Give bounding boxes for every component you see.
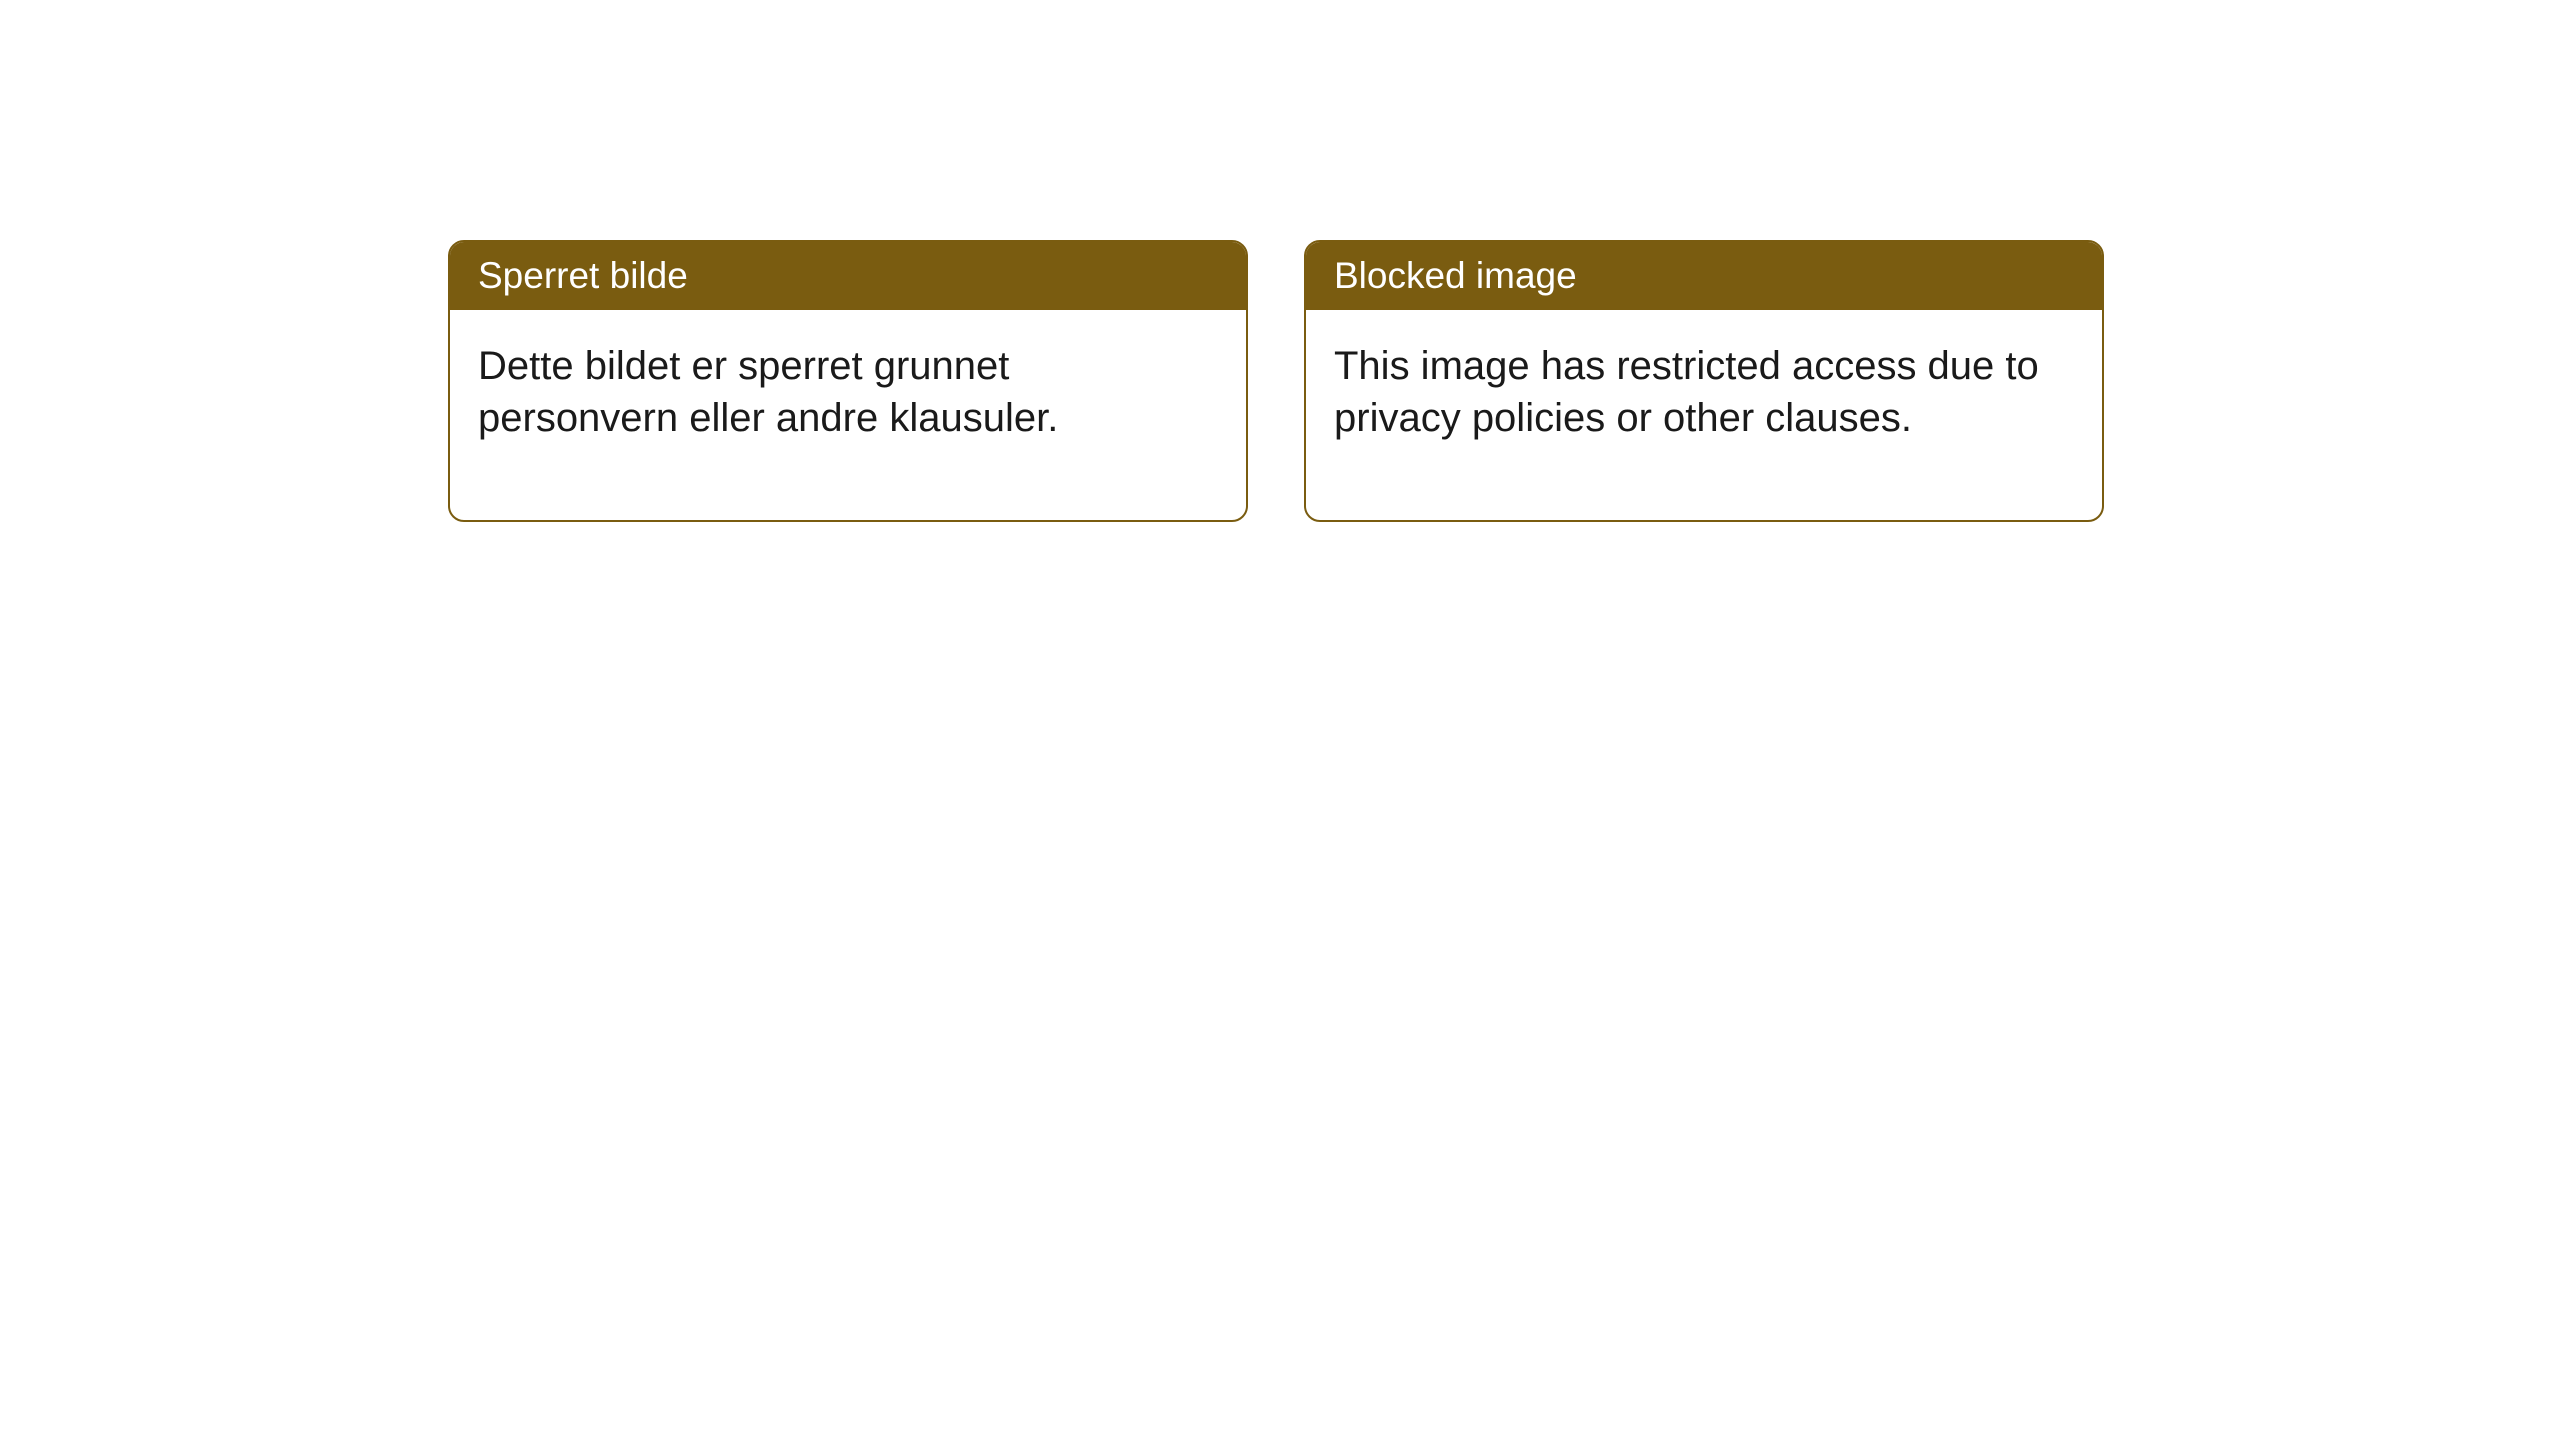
notice-card-no: Sperret bilde Dette bildet er sperret gr… xyxy=(448,240,1248,522)
notice-header-en: Blocked image xyxy=(1306,242,2102,310)
notice-body-en: This image has restricted access due to … xyxy=(1306,310,2102,520)
notice-title-no: Sperret bilde xyxy=(478,255,688,296)
notice-text-en: This image has restricted access due to … xyxy=(1334,344,2039,440)
notice-title-en: Blocked image xyxy=(1334,255,1577,296)
notice-text-no: Dette bildet er sperret grunnet personve… xyxy=(478,344,1058,440)
notice-card-en: Blocked image This image has restricted … xyxy=(1304,240,2104,522)
notice-header-no: Sperret bilde xyxy=(450,242,1246,310)
notice-container: Sperret bilde Dette bildet er sperret gr… xyxy=(448,240,2104,522)
notice-body-no: Dette bildet er sperret grunnet personve… xyxy=(450,310,1246,520)
